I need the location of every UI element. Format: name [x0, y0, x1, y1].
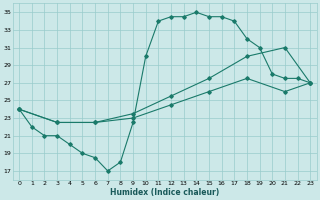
X-axis label: Humidex (Indice chaleur): Humidex (Indice chaleur)	[110, 188, 219, 197]
